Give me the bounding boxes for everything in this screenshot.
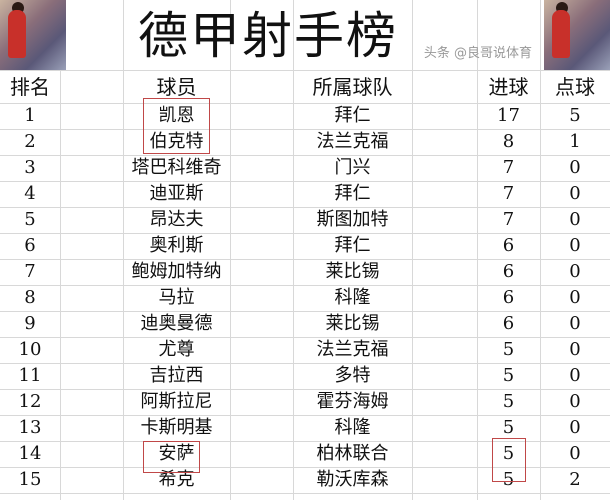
cell-rank: 7 (24, 261, 36, 282)
cell-penalties: 0 (569, 391, 581, 412)
cell-player: 迪亚斯 (149, 183, 204, 204)
highlight-box (143, 441, 200, 473)
highlight-box (492, 438, 526, 482)
cell-rank: 10 (18, 339, 42, 360)
cell-rank: 6 (24, 235, 36, 256)
cell-team: 拜仁 (334, 183, 371, 204)
cell-penalties: 0 (569, 443, 581, 464)
cell-player: 马拉 (158, 287, 195, 308)
cell-player: 伯克特 (149, 131, 204, 152)
cell-rank: 5 (24, 209, 36, 230)
cell-rank: 9 (24, 313, 36, 334)
cell-penalties: 2 (569, 469, 581, 490)
cell-player: 奥利斯 (149, 235, 204, 256)
cell-team: 勒沃库森 (316, 469, 389, 490)
cell-goals: 7 (502, 157, 515, 178)
cell-penalties: 0 (569, 365, 581, 386)
cell-rank: 1 (24, 105, 36, 126)
cell-goals: 8 (502, 131, 515, 152)
cell-penalties: 0 (569, 261, 581, 282)
cell-team: 多特 (334, 365, 371, 386)
cell-rank: 13 (18, 417, 42, 438)
player-image-right (544, 0, 610, 70)
cell-rank: 12 (18, 391, 42, 412)
cell-team: 莱比锡 (325, 313, 380, 334)
header-goals: 进球 (488, 75, 529, 99)
cell-rank: 4 (24, 183, 36, 204)
cell-player: 尤尊 (158, 339, 195, 360)
highlight-box (143, 98, 210, 154)
cell-goals: 6 (502, 235, 515, 256)
cell-goals: 5 (502, 365, 515, 386)
header-rank: 排名 (10, 75, 50, 99)
page-title: 德甲射手榜 (138, 7, 398, 65)
cell-player: 昂达夫 (149, 209, 204, 230)
cell-goals: 5 (502, 443, 515, 464)
cell-rank: 2 (24, 131, 36, 152)
cell-player: 安萨 (158, 443, 195, 464)
cell-team: 法兰克福 (316, 339, 389, 360)
cell-rank: 3 (24, 157, 36, 178)
cell-goals: 6 (502, 261, 515, 282)
cell-penalties: 1 (569, 131, 581, 152)
cell-goals: 17 (497, 105, 520, 126)
cell-player: 鲍姆加特纳 (131, 261, 222, 282)
cell-team: 科隆 (334, 287, 371, 308)
cell-goals: 5 (502, 469, 515, 490)
cell-penalties: 0 (569, 287, 581, 308)
cell-penalties: 0 (569, 157, 581, 178)
cell-team: 斯图加特 (316, 209, 389, 230)
cell-goals: 6 (502, 313, 515, 334)
cell-penalties: 0 (569, 339, 581, 360)
cell-penalties: 5 (569, 105, 581, 126)
cell-team: 科隆 (334, 417, 371, 438)
cell-goals: 7 (502, 209, 515, 230)
cell-player: 塔巴科维奇 (131, 157, 222, 178)
cell-penalties: 0 (569, 313, 581, 334)
player-image-left (0, 0, 66, 70)
cell-team: 拜仁 (334, 105, 371, 126)
cell-player: 迪奥曼德 (140, 313, 213, 334)
cell-team: 莱比锡 (325, 261, 380, 282)
cell-goals: 7 (502, 183, 515, 204)
cell-goals: 5 (502, 391, 515, 412)
cell-rank: 8 (24, 287, 36, 308)
watermark: 头条 @良哥说体育 (423, 46, 533, 61)
cell-penalties: 0 (569, 209, 581, 230)
cell-penalties: 0 (569, 183, 581, 204)
cell-player: 吉拉西 (149, 365, 204, 386)
cell-goals: 5 (502, 339, 515, 360)
cell-team: 法兰克福 (316, 131, 389, 152)
cell-player: 希克 (158, 469, 195, 490)
cell-team: 拜仁 (334, 235, 371, 256)
cell-team: 门兴 (334, 157, 371, 178)
cell-penalties: 0 (569, 417, 581, 438)
cell-player: 阿斯拉尼 (140, 391, 213, 412)
cell-player: 卡斯明基 (140, 417, 213, 438)
header-player: 球员 (156, 75, 197, 99)
cell-goals: 6 (502, 287, 515, 308)
cell-rank: 11 (18, 365, 42, 386)
cell-player: 凯恩 (158, 105, 195, 126)
cell-rank: 14 (18, 443, 42, 464)
cell-team: 霍芬海姆 (316, 391, 389, 412)
header-team: 所属球队 (312, 75, 393, 99)
header-penalties: 点球 (555, 75, 595, 99)
cell-rank: 15 (18, 469, 42, 490)
cell-penalties: 0 (569, 235, 581, 256)
cell-goals: 5 (502, 417, 515, 438)
cell-team: 柏林联合 (316, 443, 389, 464)
